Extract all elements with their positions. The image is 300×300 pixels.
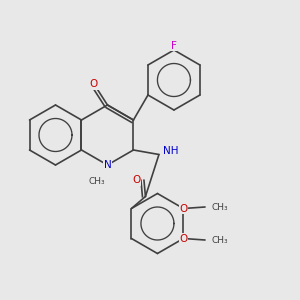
- Text: O: O: [179, 203, 188, 214]
- Text: O: O: [133, 175, 141, 185]
- Text: CH₃: CH₃: [88, 177, 105, 186]
- Text: F: F: [171, 40, 177, 50]
- Text: NH: NH: [164, 146, 179, 156]
- Text: CH₃: CH₃: [211, 236, 228, 244]
- Text: O: O: [179, 233, 188, 244]
- Text: O: O: [90, 79, 98, 89]
- Text: CH₃: CH₃: [211, 202, 228, 211]
- Text: N: N: [103, 160, 111, 170]
